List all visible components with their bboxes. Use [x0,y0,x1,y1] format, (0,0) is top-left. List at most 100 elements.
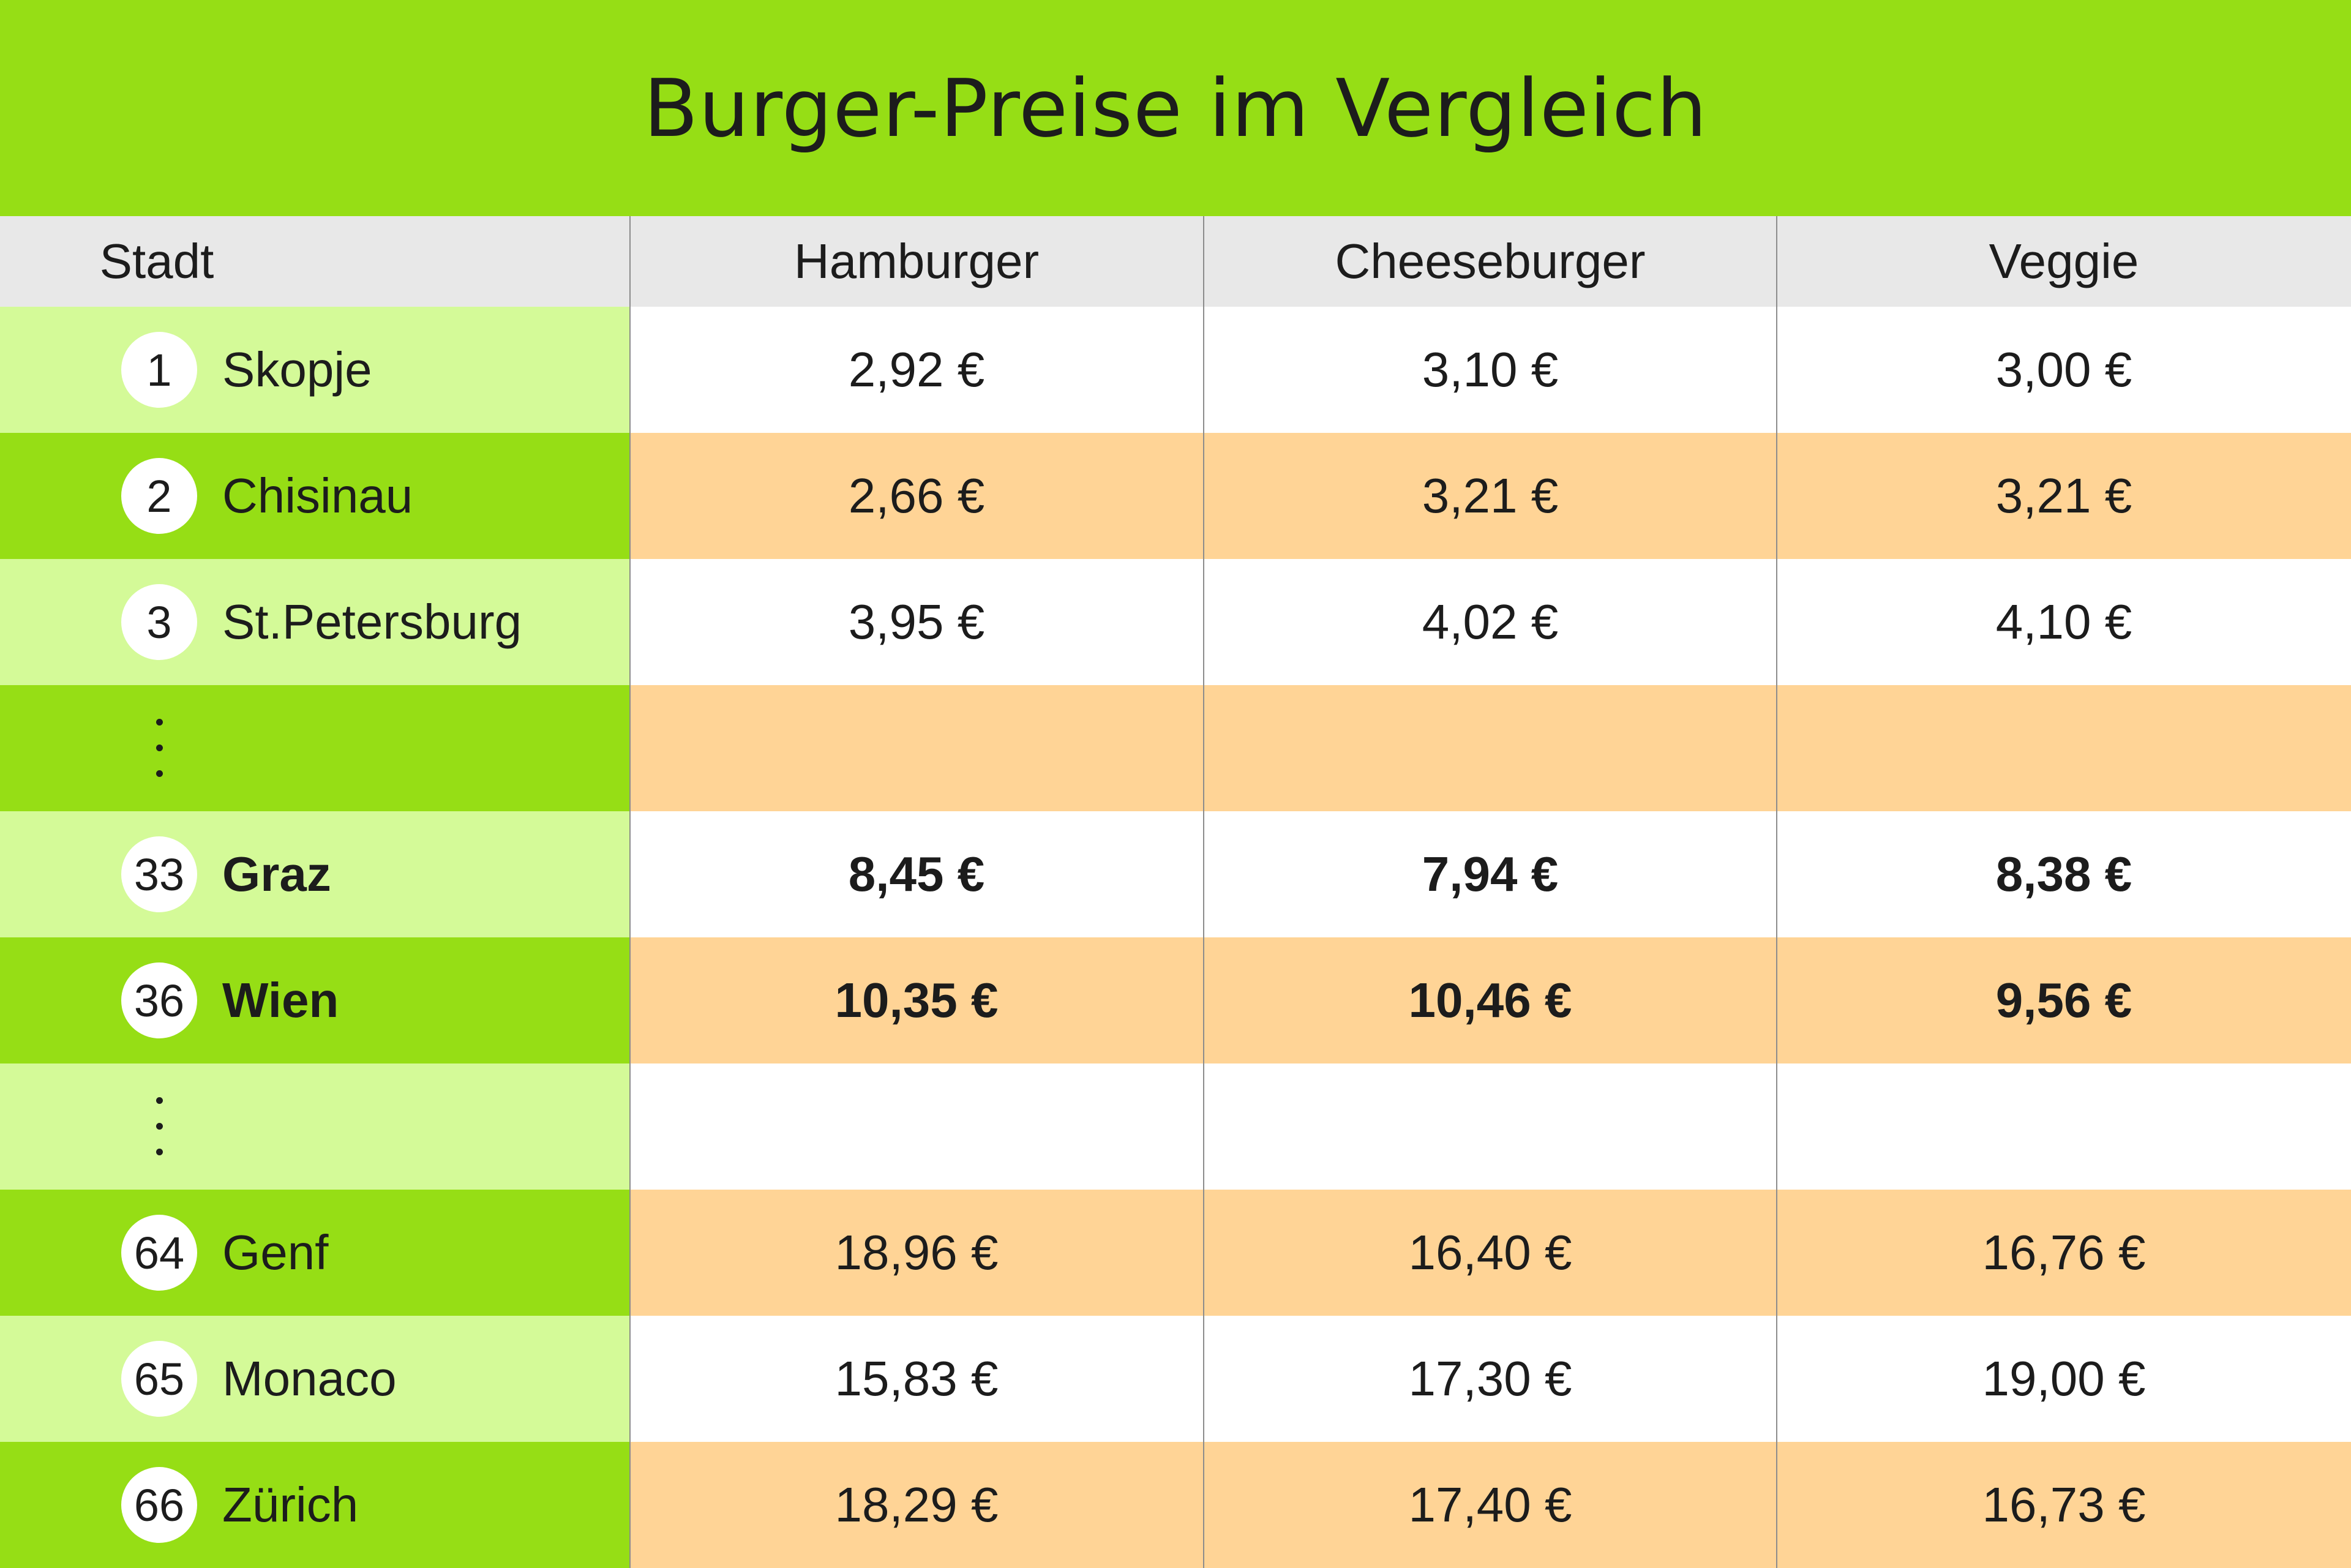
rank-badge: 66 [121,1467,197,1543]
city-cell: 65 Monaco [0,1316,629,1442]
cheeseburger-price-cell: 3,21 € [1204,433,1777,559]
city-cell: 3 St.Petersburg [0,559,629,685]
city-cell: 1 Skopje [0,307,629,433]
cheeseburger-price-cell: 17,30 € [1204,1316,1777,1442]
header-hamburger: Hamburger [793,234,1040,288]
hamburger-price-cell: 18,29 € [629,1442,1204,1568]
hamburger-price: 15,83 € [834,1351,999,1406]
cheeseburger-price-cell [1204,1063,1777,1190]
column-divider [1203,216,1204,1568]
city-cell: 2 Chisinau [0,433,629,559]
veggie-price-cell: 9,56 € [1777,937,2351,1063]
rank-badge: 3 [121,584,197,660]
veggie-price: 3,21 € [1995,468,2132,523]
veggie-price: 19,00 € [1982,1351,2146,1406]
cheeseburger-price: 10,46 € [1408,973,1572,1027]
header-cheeseburger: Cheeseburger [1335,234,1646,288]
city-cell: 66 Zürich [0,1442,629,1568]
cheeseburger-price-cell: 7,94 € [1204,811,1777,937]
hamburger-price: 10,35 € [834,973,999,1027]
city-cell: 36 Wien [0,937,629,1063]
ellipsis-row [0,685,2351,811]
city-cell: 64 Genf [0,1190,629,1316]
veggie-price: 16,76 € [1982,1225,2146,1280]
table-row: 33 Graz 8,45 € 7,94 € 8,38 € [0,811,2351,937]
hamburger-price-cell: 2,66 € [629,433,1204,559]
cheeseburger-price-cell: 10,46 € [1204,937,1777,1063]
table-header-row: Stadt Hamburger Cheeseburger Veggie [0,216,2351,307]
cheeseburger-price: 4,02 € [1422,595,1559,649]
city-name: Zürich [222,1477,359,1532]
cheeseburger-price-cell: 3,10 € [1204,307,1777,433]
veggie-price-cell: 4,10 € [1777,559,2351,685]
rank-badge: 33 [121,836,197,912]
city-name: Chisinau [222,468,413,523]
header-stadt: Stadt [99,234,214,288]
table-row: 2 Chisinau 2,66 € 3,21 € 3,21 € [0,433,2351,559]
cheeseburger-price-cell [1204,685,1777,811]
header-veggie: Veggie [1989,234,2139,288]
city-name: Monaco [222,1351,397,1406]
hamburger-price-cell [629,685,1204,811]
table-row: 65 Monaco 15,83 € 17,30 € 19,00 € [0,1316,2351,1442]
veggie-price-cell: 16,76 € [1777,1190,2351,1316]
city-cell [0,685,629,811]
hamburger-price: 3,95 € [848,595,985,649]
cheeseburger-price-cell: 16,40 € [1204,1190,1777,1316]
table-row: 66 Zürich 18,29 € 17,40 € 16,73 € [0,1442,2351,1568]
hamburger-price: 2,66 € [848,468,985,523]
veggie-price-cell: 8,38 € [1777,811,2351,937]
hamburger-price: 2,92 € [848,342,985,397]
veggie-price-cell: 16,73 € [1777,1442,2351,1568]
veggie-price: 8,38 € [1995,847,2132,901]
vertical-ellipsis-icon [151,719,168,778]
table-row: 36 Wien 10,35 € 10,46 € 9,56 € [0,937,2351,1063]
cheeseburger-price: 3,21 € [1422,468,1559,523]
hamburger-price-cell: 15,83 € [629,1316,1204,1442]
veggie-price-cell: 3,21 € [1777,433,2351,559]
hamburger-price-cell: 2,92 € [629,307,1204,433]
cheeseburger-price: 3,10 € [1422,342,1559,397]
veggie-price: 16,73 € [1982,1477,2146,1532]
city-name: Skopje [222,342,372,397]
city-cell [0,1063,629,1190]
city-cell: 33 Graz [0,811,629,937]
hamburger-price: 18,29 € [834,1477,999,1532]
hamburger-price-cell: 8,45 € [629,811,1204,937]
city-name: Genf [222,1225,329,1280]
cheeseburger-price: 7,94 € [1422,847,1559,901]
cheeseburger-price-cell: 4,02 € [1204,559,1777,685]
rank-badge: 36 [121,962,197,1038]
cheeseburger-price: 17,40 € [1408,1477,1572,1532]
veggie-price: 4,10 € [1995,595,2132,649]
rank-badge: 64 [121,1215,197,1291]
table-row: 3 St.Petersburg 3,95 € 4,02 € 4,10 € [0,559,2351,685]
hamburger-price-cell: 3,95 € [629,559,1204,685]
hamburger-price-cell: 18,96 € [629,1190,1204,1316]
rank-badge: 2 [121,458,197,534]
veggie-price-cell [1777,685,2351,811]
veggie-price-cell [1777,1063,2351,1190]
hamburger-price: 18,96 € [834,1225,999,1280]
vertical-ellipsis-icon [151,1097,168,1156]
column-divider [629,216,631,1568]
rank-badge: 65 [121,1341,197,1417]
cheeseburger-price: 17,30 € [1408,1351,1572,1406]
table-row: 1 Skopje 2,92 € 3,10 € 3,00 € [0,307,2351,433]
price-table: Stadt Hamburger Cheeseburger Veggie 1 Skopje… [0,216,2351,1568]
city-name: Wien [222,973,339,1027]
table-row: 64 Genf 18,96 € 16,40 € 16,76 € [0,1190,2351,1316]
hamburger-price-cell [629,1063,1204,1190]
veggie-price: 3,00 € [1995,342,2132,397]
column-divider [1776,216,1777,1568]
cheeseburger-price: 16,40 € [1408,1225,1572,1280]
veggie-price: 9,56 € [1995,973,2132,1027]
city-name: Graz [222,847,331,901]
rank-badge: 1 [121,332,197,408]
veggie-price-cell: 19,00 € [1777,1316,2351,1442]
hamburger-price-cell: 10,35 € [629,937,1204,1063]
veggie-price-cell: 3,00 € [1777,307,2351,433]
ellipsis-row [0,1063,2351,1190]
hamburger-price: 8,45 € [848,847,985,901]
city-name: St.Petersburg [222,595,522,649]
